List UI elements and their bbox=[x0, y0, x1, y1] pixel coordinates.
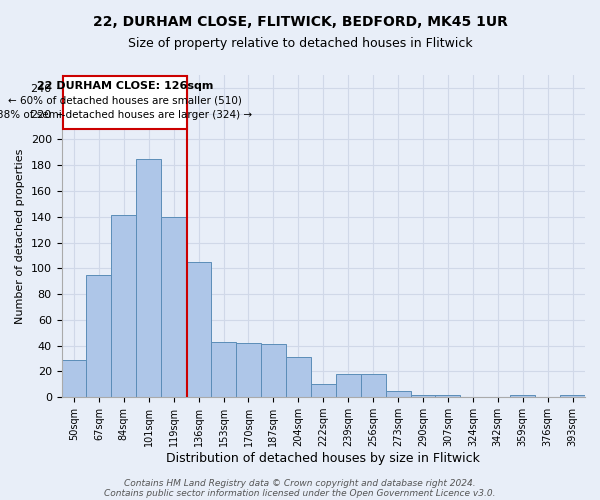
X-axis label: Distribution of detached houses by size in Flitwick: Distribution of detached houses by size … bbox=[166, 452, 480, 465]
Bar bbox=[286, 358, 311, 397]
Bar bbox=[86, 275, 112, 397]
Bar bbox=[236, 343, 261, 397]
Bar bbox=[336, 374, 361, 397]
Bar bbox=[436, 394, 460, 397]
Text: Contains HM Land Registry data © Crown copyright and database right 2024.: Contains HM Land Registry data © Crown c… bbox=[124, 478, 476, 488]
Bar bbox=[386, 391, 410, 397]
FancyBboxPatch shape bbox=[63, 76, 187, 129]
Bar bbox=[211, 342, 236, 397]
Text: Contains public sector information licensed under the Open Government Licence v3: Contains public sector information licen… bbox=[104, 488, 496, 498]
Bar bbox=[186, 262, 211, 397]
Bar bbox=[510, 394, 535, 397]
Bar bbox=[410, 394, 436, 397]
Y-axis label: Number of detached properties: Number of detached properties bbox=[15, 148, 25, 324]
Bar bbox=[161, 217, 186, 397]
Bar bbox=[361, 374, 386, 397]
Text: ← 60% of detached houses are smaller (510): ← 60% of detached houses are smaller (51… bbox=[8, 96, 242, 106]
Bar bbox=[261, 344, 286, 397]
Bar bbox=[560, 394, 585, 397]
Text: 22 DURHAM CLOSE: 126sqm: 22 DURHAM CLOSE: 126sqm bbox=[37, 82, 213, 92]
Text: 38% of semi-detached houses are larger (324) →: 38% of semi-detached houses are larger (… bbox=[0, 110, 252, 120]
Text: 22, DURHAM CLOSE, FLITWICK, BEDFORD, MK45 1UR: 22, DURHAM CLOSE, FLITWICK, BEDFORD, MK4… bbox=[92, 15, 508, 29]
Text: Size of property relative to detached houses in Flitwick: Size of property relative to detached ho… bbox=[128, 38, 472, 51]
Bar bbox=[136, 159, 161, 397]
Bar bbox=[62, 360, 86, 397]
Bar bbox=[311, 384, 336, 397]
Bar bbox=[112, 216, 136, 397]
